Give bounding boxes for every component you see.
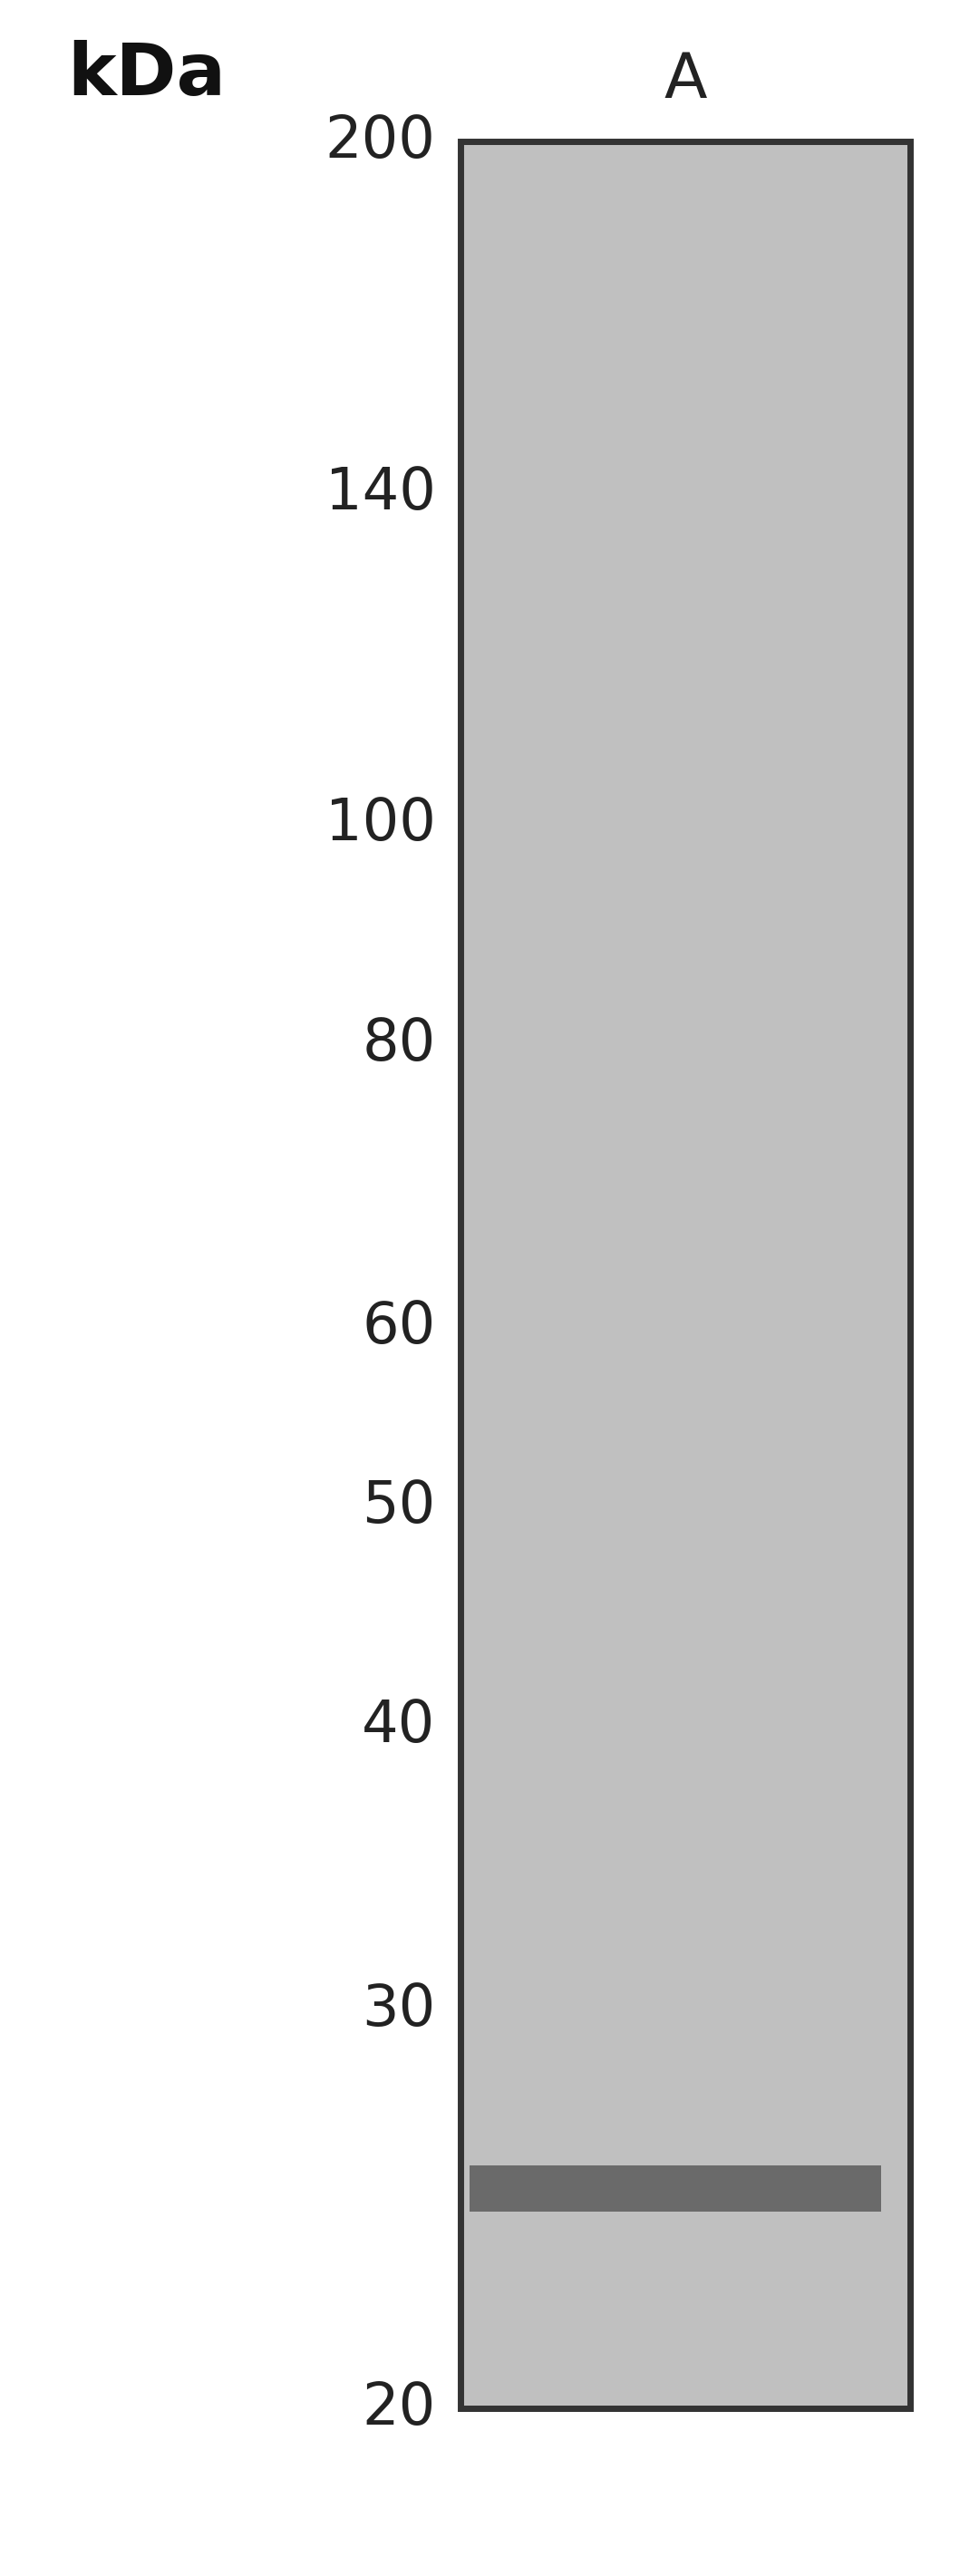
Text: 140: 140	[325, 464, 436, 520]
Text: 100: 100	[325, 796, 436, 853]
Text: 50: 50	[362, 1479, 436, 1535]
Text: 80: 80	[362, 1015, 436, 1072]
Text: 20: 20	[362, 2380, 436, 2437]
Text: 200: 200	[325, 113, 436, 170]
Text: 60: 60	[362, 1298, 436, 1355]
Text: 40: 40	[362, 1698, 436, 1754]
Text: 30: 30	[362, 1981, 436, 2038]
Text: kDa: kDa	[68, 41, 226, 111]
Text: A: A	[664, 49, 707, 111]
Bar	[470, 2166, 881, 2213]
Bar	[460, 142, 910, 2409]
